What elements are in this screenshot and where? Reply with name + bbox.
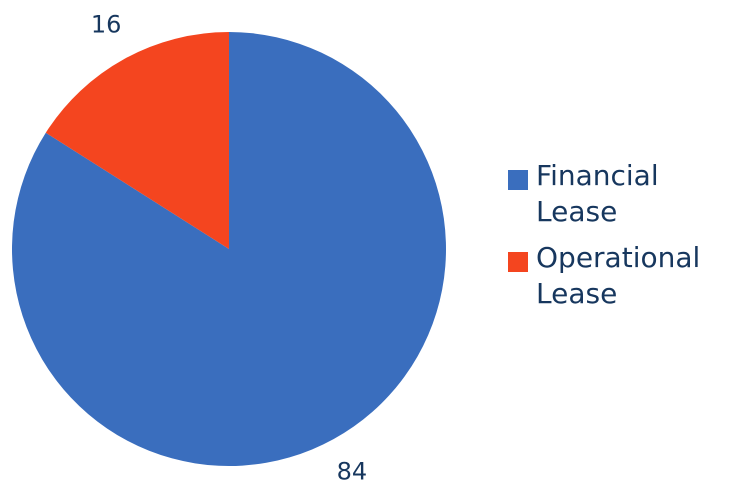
legend-swatch — [508, 252, 528, 272]
legend: Financial Lease Operational Lease — [508, 158, 733, 322]
data-label: 84 — [337, 457, 368, 485]
legend-swatch — [508, 170, 528, 190]
legend-label: Financial Lease — [536, 159, 659, 228]
pie-slice — [45, 32, 230, 249]
legend-label: Operational Lease — [536, 241, 701, 310]
pie-slice — [11, 32, 447, 467]
data-label: 16 — [91, 11, 122, 39]
legend-entry: Financial Lease — [508, 158, 733, 230]
legend-entry: Operational Lease — [508, 240, 733, 312]
